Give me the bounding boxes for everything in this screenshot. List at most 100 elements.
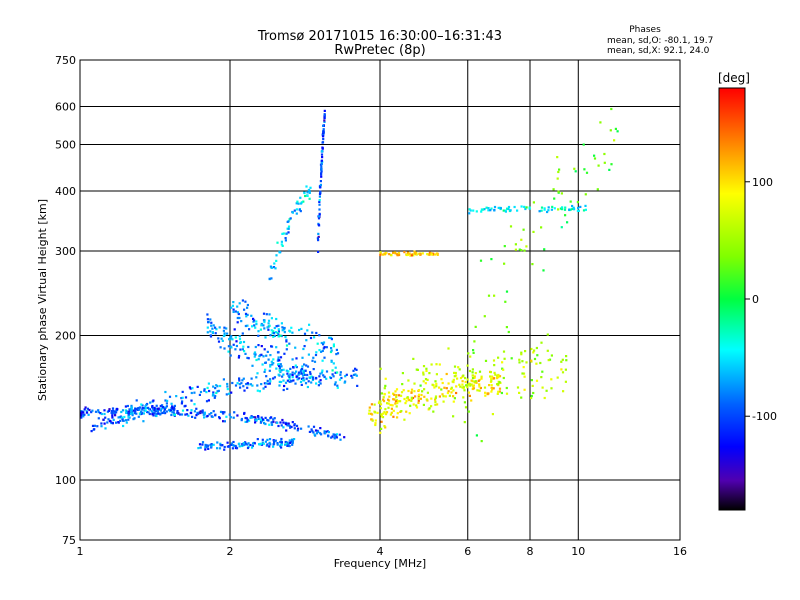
- data-point: [265, 354, 268, 357]
- data-point: [446, 391, 449, 395]
- data-point: [277, 424, 280, 428]
- data-point: [80, 412, 83, 415]
- data-point: [520, 238, 523, 241]
- data-point: [472, 385, 475, 388]
- data-point: [206, 414, 209, 418]
- data-point: [304, 194, 307, 198]
- data-point: [276, 331, 279, 335]
- data-point: [313, 360, 317, 363]
- data-point: [316, 342, 319, 345]
- data-point: [550, 354, 553, 357]
- data-point: [278, 369, 281, 372]
- data-point: [323, 114, 326, 117]
- data-point: [230, 335, 233, 338]
- data-point: [475, 434, 478, 437]
- data-point: [236, 311, 239, 314]
- data-point: [368, 406, 371, 409]
- data-point: [280, 240, 283, 243]
- data-point: [153, 408, 156, 411]
- data-point: [407, 252, 410, 255]
- data-point: [264, 385, 267, 388]
- data-point: [412, 357, 415, 360]
- data-point: [499, 207, 502, 210]
- data-point: [212, 394, 215, 397]
- data-point: [266, 418, 269, 422]
- data-point: [314, 429, 318, 432]
- data-point: [317, 223, 320, 227]
- data-point: [473, 375, 476, 378]
- data-point: [525, 206, 528, 209]
- data-point: [435, 363, 438, 366]
- data-point: [470, 399, 473, 402]
- y-tick-label: 750: [55, 54, 76, 67]
- data-point: [471, 368, 474, 371]
- data-point: [232, 301, 235, 304]
- data-point: [536, 354, 539, 357]
- data-point: [331, 369, 334, 372]
- data-point: [260, 345, 263, 348]
- data-point: [132, 409, 135, 412]
- data-point: [463, 401, 466, 404]
- data-point: [254, 421, 257, 424]
- data-point: [293, 372, 296, 375]
- data-point: [397, 251, 400, 255]
- data-point: [497, 356, 500, 359]
- data-point: [255, 358, 258, 362]
- data-point: [296, 200, 299, 203]
- data-point: [520, 249, 523, 252]
- data-point: [319, 186, 322, 189]
- data-point: [215, 384, 218, 387]
- data-point: [93, 424, 96, 427]
- data-point: [135, 412, 138, 415]
- data-point: [199, 446, 202, 449]
- data-point: [282, 426, 285, 429]
- data-point: [296, 378, 299, 381]
- data-point: [263, 319, 266, 322]
- data-point: [434, 395, 438, 398]
- data-point: [226, 388, 229, 391]
- data-point: [401, 383, 404, 386]
- data-point: [312, 368, 315, 371]
- data-point: [87, 413, 90, 416]
- data-point: [320, 433, 323, 436]
- data-point: [430, 397, 433, 400]
- data-point: [467, 391, 470, 394]
- data-point: [273, 334, 277, 337]
- data-point: [223, 326, 226, 329]
- data-point: [204, 448, 207, 451]
- data-point: [133, 412, 137, 415]
- data-point: [244, 442, 248, 445]
- data-point: [301, 365, 304, 368]
- data-point: [307, 353, 310, 356]
- data-point: [245, 417, 248, 420]
- data-point: [280, 446, 283, 449]
- data-point: [141, 407, 144, 410]
- data-point: [217, 337, 220, 340]
- data-point: [315, 331, 318, 335]
- data-point: [547, 359, 550, 362]
- data-point: [161, 406, 165, 409]
- data-point: [155, 414, 158, 418]
- data-point: [514, 243, 517, 246]
- data-point: [268, 313, 271, 316]
- colorbar-ticks: 100 0 -100: [745, 176, 777, 423]
- data-point: [161, 411, 164, 415]
- data-point: [86, 407, 89, 410]
- data-point: [398, 394, 401, 397]
- data-point: [300, 327, 303, 330]
- data-point: [244, 420, 247, 423]
- data-point: [507, 330, 510, 334]
- data-point: [215, 328, 218, 331]
- data-point: [293, 427, 296, 430]
- data-point: [275, 317, 278, 321]
- data-point: [155, 412, 158, 415]
- data-point: [426, 391, 429, 394]
- data-point: [561, 371, 565, 374]
- data-point: [206, 326, 209, 329]
- data-point: [239, 341, 242, 344]
- data-point: [398, 253, 401, 257]
- data-point: [535, 379, 539, 382]
- data-point: [218, 417, 221, 420]
- data-point: [203, 416, 206, 419]
- data-point: [278, 250, 281, 253]
